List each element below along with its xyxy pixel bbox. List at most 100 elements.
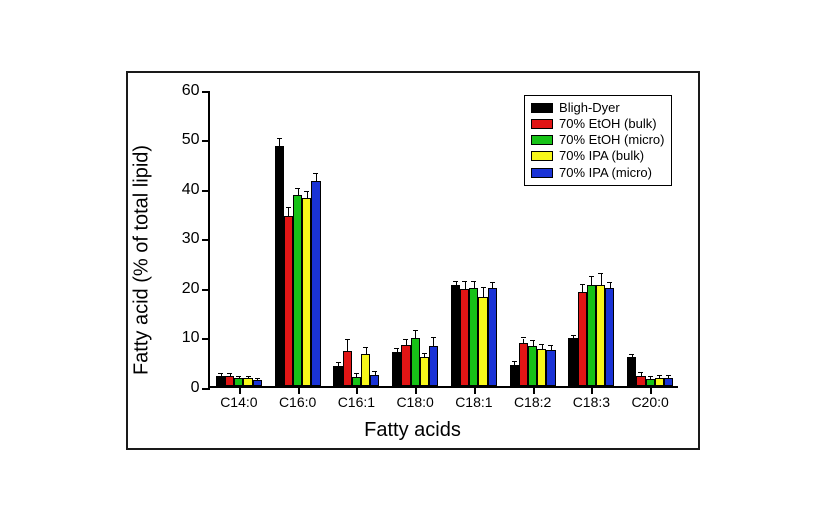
legend-label: 70% EtOH (micro) — [559, 132, 664, 148]
error-bar — [347, 340, 348, 351]
legend-label: 70% EtOH (bulk) — [559, 116, 657, 132]
error-bar — [456, 282, 457, 285]
y-tick-label: 30 — [182, 230, 210, 248]
error-cap — [530, 340, 535, 341]
error-bar — [474, 282, 475, 288]
error-bar — [338, 363, 339, 365]
error-cap — [462, 281, 467, 282]
bar — [293, 195, 302, 386]
error-bar — [523, 339, 524, 344]
error-cap — [548, 345, 553, 346]
y-tick-label: 10 — [182, 329, 210, 347]
error-bar — [298, 189, 299, 195]
bar — [275, 146, 284, 385]
y-tick-label: 60 — [182, 82, 210, 100]
legend-label: 70% IPA (micro) — [559, 165, 652, 181]
bar — [216, 376, 225, 386]
bar — [284, 216, 293, 385]
legend-swatch — [531, 119, 553, 129]
bar — [401, 345, 410, 386]
legend-label: 70% IPA (bulk) — [559, 148, 644, 164]
error-cap — [648, 376, 653, 377]
bar — [596, 285, 605, 385]
y-tick-label: 40 — [182, 181, 210, 199]
bar — [460, 289, 469, 386]
bar — [478, 297, 487, 385]
error-bar — [668, 376, 669, 378]
error-cap — [286, 207, 291, 208]
x-category-label: C20:0 — [631, 386, 668, 410]
bar — [627, 357, 636, 386]
legend: Bligh-Dyer70% EtOH (bulk)70% EtOH (micro… — [524, 95, 671, 186]
legend-swatch — [531, 168, 553, 178]
legend-swatch — [531, 151, 553, 161]
y-tick-label: 0 — [191, 379, 210, 397]
error-cap — [638, 372, 643, 373]
bar — [636, 376, 645, 386]
bar — [537, 349, 546, 385]
error-cap — [666, 375, 671, 376]
bar — [225, 376, 234, 386]
error-bar — [415, 331, 416, 337]
bar — [234, 378, 243, 386]
error-bar — [307, 192, 308, 198]
error-cap — [580, 284, 585, 285]
error-bar — [433, 338, 434, 346]
y-tick-label: 20 — [182, 280, 210, 298]
error-cap — [277, 138, 282, 139]
bar — [333, 366, 342, 386]
bar — [655, 378, 664, 385]
bar — [392, 352, 401, 385]
error-cap — [490, 282, 495, 283]
legend-item: 70% EtOH (bulk) — [531, 116, 664, 132]
bar — [302, 198, 311, 385]
error-bar — [424, 354, 425, 357]
error-cap — [363, 347, 368, 348]
bar — [510, 365, 519, 386]
error-cap — [571, 335, 576, 336]
bar — [352, 377, 361, 386]
chart-frame: Fatty acid (% of total lipid) Fatty acid… — [126, 71, 700, 450]
error-bar — [514, 362, 515, 365]
error-cap — [413, 330, 418, 331]
error-cap — [313, 173, 318, 174]
error-cap — [657, 375, 662, 376]
bar — [311, 181, 320, 385]
legend-swatch — [531, 135, 553, 145]
legend-item: 70% IPA (bulk) — [531, 148, 664, 164]
error-cap — [471, 281, 476, 282]
legend-item: 70% IPA (micro) — [531, 165, 664, 181]
x-category-label: C16:0 — [279, 386, 316, 410]
bar — [411, 338, 420, 386]
error-cap — [246, 376, 251, 377]
y-axis-label: Fatty acid (% of total lipid) — [130, 145, 153, 375]
error-cap — [403, 339, 408, 340]
error-bar — [465, 282, 466, 289]
error-cap — [227, 373, 232, 374]
error-bar — [257, 379, 258, 380]
bar — [568, 338, 577, 385]
error-bar — [601, 274, 602, 285]
error-bar — [316, 174, 317, 181]
x-category-label: C14:0 — [220, 386, 257, 410]
error-bar — [573, 336, 574, 338]
error-cap — [481, 287, 486, 288]
bar — [578, 292, 587, 385]
error-cap — [539, 344, 544, 345]
error-cap — [295, 188, 300, 189]
error-bar — [641, 373, 642, 376]
error-cap — [453, 281, 458, 282]
bar — [587, 285, 596, 385]
error-bar — [610, 283, 611, 289]
error-cap — [255, 378, 260, 379]
error-cap — [512, 361, 517, 362]
error-bar — [533, 341, 534, 345]
error-bar — [288, 208, 289, 216]
error-bar — [221, 374, 222, 375]
legend-swatch — [531, 103, 553, 113]
error-cap — [607, 282, 612, 283]
error-cap — [372, 371, 377, 372]
error-cap — [345, 339, 350, 340]
error-cap — [598, 273, 603, 274]
bar — [469, 288, 478, 386]
